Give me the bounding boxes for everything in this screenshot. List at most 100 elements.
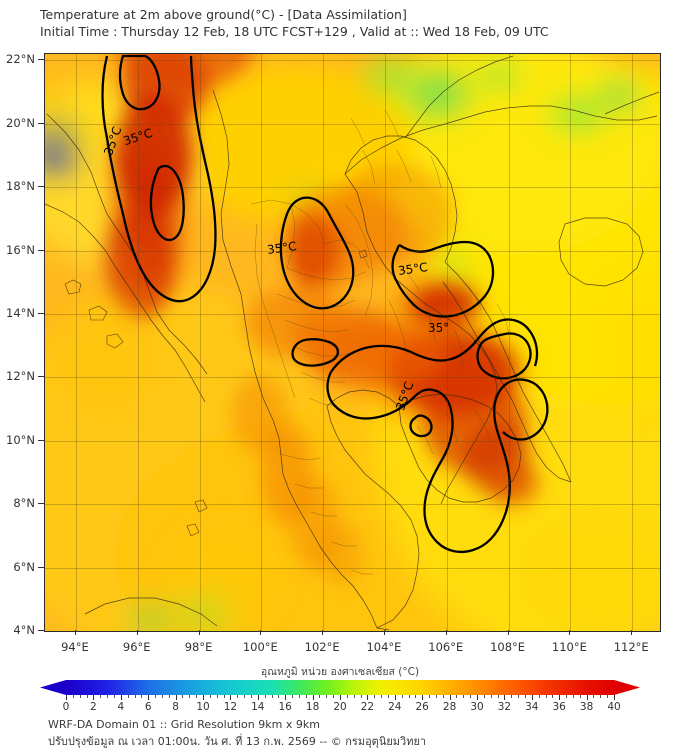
colorbar-value-label: 36 [552,701,566,713]
longitude-tick [260,630,262,635]
colorbar-minor-tick [333,695,335,698]
colorbar-low-arrow [40,680,66,695]
colorbar-minor-tick [292,695,294,698]
colorbar-high-arrow-shape [614,680,640,695]
colorbar-minor-tick [278,695,280,698]
colorbar-value-label: 26 [415,701,429,713]
latitude-tick [38,312,44,314]
colorbar-minor-tick [196,695,198,698]
colorbar-minor-tick [305,695,307,698]
footer-update-info: ปรับปรุงข้อมูล ณ เวลา 01:00น. วัน ศ. ที่… [48,735,427,748]
latitude-tick-label: 6°N [13,559,35,574]
colorbar-minor-tick [593,695,595,698]
colorbar-minor-tick [360,695,362,698]
colorbar-minor-tick [189,695,191,698]
colorbar-major-tick [559,695,561,700]
colorbar-value-label: 38 [579,701,594,713]
colorbar-minor-tick [86,695,88,698]
colorbar-minor-tick [72,695,74,698]
colorbar-minor-tick [209,695,211,698]
longitude-tick [74,630,76,635]
latitude-tick [38,249,44,251]
colorbar-major-tick [531,695,533,700]
colorbar-minor-tick [497,695,499,698]
colorbar-major-tick [148,695,150,700]
colorbar-major-tick [504,695,506,700]
colorbar-minor-tick [216,695,218,698]
longitude-tick-label: 108°E [490,640,526,654]
colorbar-minor-tick [600,695,602,698]
colorbar-minor-tick [435,695,437,698]
colorbar-minor-tick [326,695,328,698]
longitude-tick [569,630,571,635]
colorbar-minor-tick [566,695,568,698]
colorbar-minor-tick [381,695,383,698]
colorbar-major-tick [367,695,369,700]
colorbar-minor-tick [244,695,246,698]
colorbar-minor-tick [353,695,355,698]
colorbar-minor-tick [319,695,321,698]
title-block: Temperature at 2m above ground(°C) - [Da… [40,6,660,40]
colorbar-minor-tick [456,695,458,698]
colorbar-minor-tick [490,695,492,698]
latitude-tick-label: 10°N [6,432,35,447]
colorbar-minor-tick [524,695,526,698]
latitude-tick-label: 22°N [6,52,35,67]
colorbar-major-tick [257,695,259,700]
longitude-tick-label: 100°E [242,640,278,654]
latitude-tick [38,566,44,568]
longitude-tick-label: 94°E [61,640,89,654]
colorbar-minor-tick [141,695,143,698]
longitude-tick [631,630,633,635]
colorbar-minor-tick [271,695,273,698]
colorbar-title: อุณหภูมิ หน่วย องศาเซลเซียส (°C) [260,666,420,678]
colorbar-value-label: 10 [196,701,210,713]
longitude-tick [198,630,200,635]
colorbar-minor-tick [511,695,513,698]
longitude-tick-label: 102°E [304,640,340,654]
latitude-tick-label: 4°N [13,623,35,637]
footer-model-info: WRF-DA Domain 01 :: Grid Resolution 9km … [48,718,320,731]
colorbar: อุณหภูมิ หน่วย องศาเซลเซียส (°C) 0 2 4 6 8 10… [40,663,640,713]
colorbar-minor-tick [401,695,403,698]
colorbar-value-label: 4 [117,701,125,713]
colorbar-value-label: 24 [388,701,402,713]
colorbar-minor-tick [127,695,129,698]
colorbar-minor-tick [107,695,109,698]
colorbar-value-label: 2 [90,701,97,713]
longitude-tick-label: 96°E [122,640,151,654]
colorbar-value-label: 40 [607,701,621,713]
colorbar-value-label: 18 [305,701,320,713]
colorbar-minor-tick [518,695,520,698]
colorbar-minor-tick [442,695,444,698]
colorbar-minor-tick [552,695,554,698]
map-plot-area[interactable]: 35°C 35°C 35°C 35°C 35° 35°C [44,53,661,632]
colorbar-minor-tick [429,695,431,698]
longitude-axis: 94°E 96°E 98°E 100°E 102°E 104°E 106°E 108°E 110… [44,630,659,660]
colorbar-minor-tick [237,695,239,698]
colorbar-minor-tick [607,695,609,698]
contour-35c [101,54,549,554]
colorbar-major-tick [394,695,396,700]
colorbar-major-tick [120,695,122,700]
colorbar-major-tick [203,695,204,700]
colorbar-minor-tick [387,695,389,698]
latitude-tick-label: 12°N [6,369,35,384]
page-subtitle: Initial Time : Thursday 12 Feb, 18 UTC F… [40,24,549,39]
colorbar-major-tick [66,695,67,700]
colorbar-minor-tick [470,695,472,698]
temperature-field [45,54,660,631]
footer-block: WRF-DA Domain 01 :: Grid Resolution 9km … [48,716,648,750]
colorbar-value-label: 12 [223,701,238,713]
colorbar-value-label: 14 [251,701,265,713]
colorbar-value-label: 6 [144,701,152,713]
colorbar-value-label: 16 [278,701,292,713]
colorbar-value-label: 20 [333,701,347,713]
colorbar-minor-tick [168,695,170,698]
latitude-tick-label: 20°N [6,115,35,130]
page-title: Temperature at 2m above ground(°C) - [Da… [40,7,407,22]
colorbar-major-tick [614,695,615,700]
colorbar-minor-tick [463,695,465,698]
colorbar-tick-labels: 0 2 4 6 8 10 12 14 16 18 20 22 24 26 28 30 32 34 36 38 40 [63,701,621,717]
